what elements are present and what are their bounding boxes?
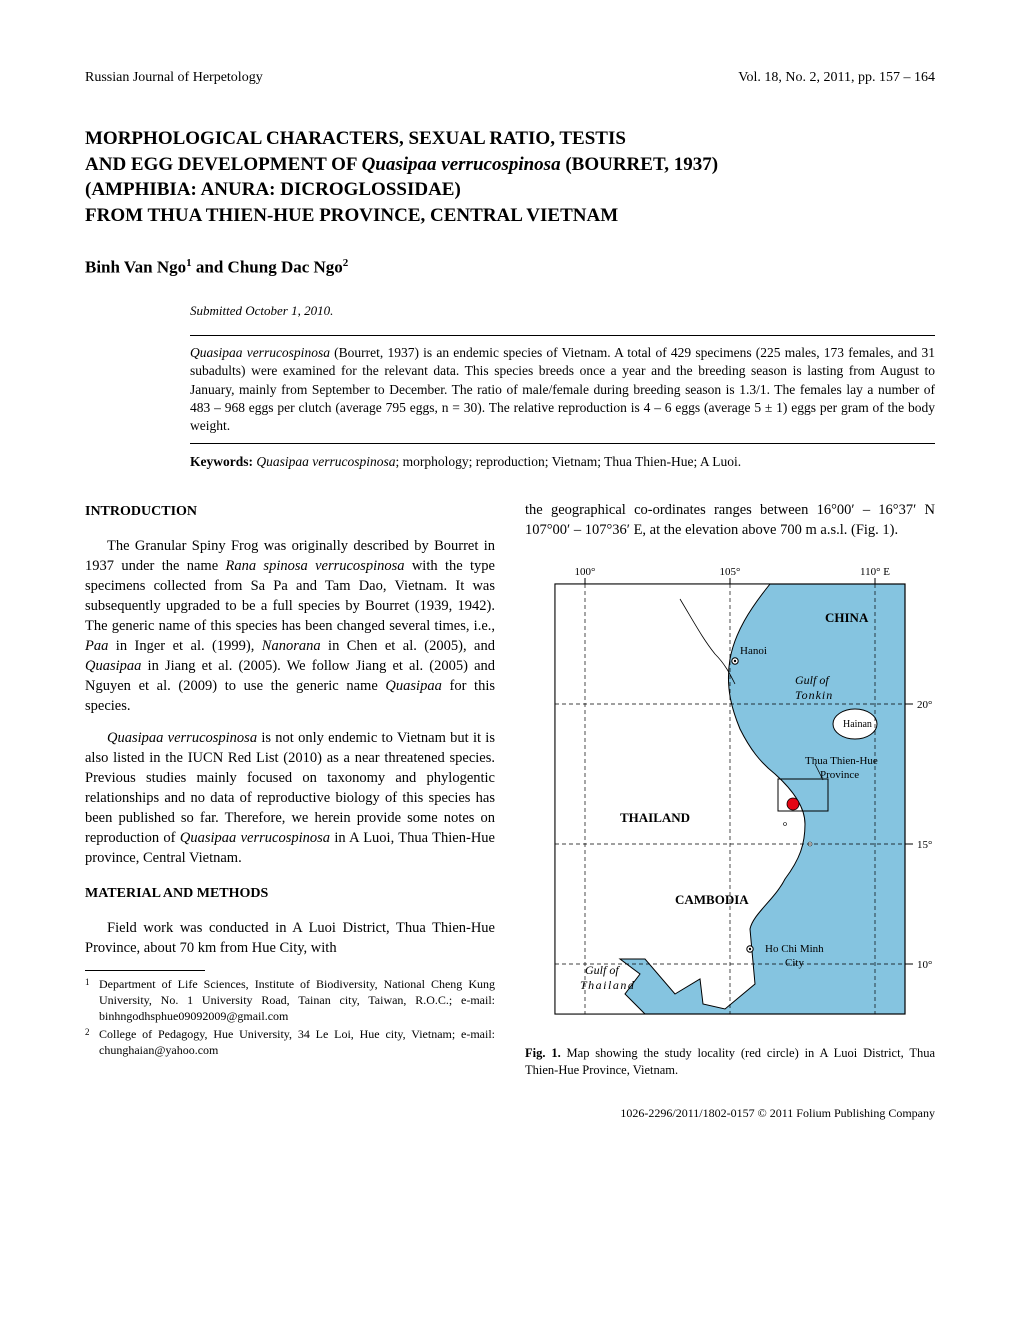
intro-p1-i3: Nanorana xyxy=(262,638,321,654)
hcm-marker-dot xyxy=(749,948,751,950)
volume-citation: Vol. 18, No. 2, 2011, pp. 157 – 164 xyxy=(738,70,935,86)
intro-p1-m2: in Inger et al. (1999), xyxy=(108,638,261,654)
footnote-2: 2 College of Pedagogy, Hue University, 3… xyxy=(85,1027,495,1058)
gulf-tonkin-1: Gulf of xyxy=(795,673,830,687)
paper-title: MORPHOLOGICAL CHARACTERS, SEXUAL RATIO, … xyxy=(85,126,935,229)
footnote-1: 1 Department of Life Sciences, Institute… xyxy=(85,977,495,1024)
island-2 xyxy=(784,823,787,826)
keywords: Keywords: Quasipaa verrucospinosa; morph… xyxy=(190,454,935,470)
intro-para-1: The Granular Spiny Frog was originally d… xyxy=(85,536,495,716)
china-label: CHINA xyxy=(825,610,869,625)
keywords-rest: ; morphology; reproduction; Vietnam; Thu… xyxy=(396,454,742,469)
keywords-label: Keywords: xyxy=(190,454,253,469)
intro-p1-i1: Rana spinosa verrucospinosa xyxy=(225,558,404,574)
hcm-label-1: Ho Chi Minh xyxy=(765,943,824,955)
page-header: Russian Journal of Herpetology Vol. 18, … xyxy=(85,70,935,86)
lon-100-label: 100° xyxy=(575,566,596,578)
title-line4: FROM THUA THIEN-HUE PROVINCE, CENTRAL VI… xyxy=(85,205,618,226)
intro-p2-i1: Quasipaa verrucospinosa xyxy=(107,730,257,746)
title-line2-post: (BOURRET, 1937) xyxy=(561,154,718,175)
intro-p2-i2: Quasipaa verrucospinosa xyxy=(180,830,330,846)
hcm-label-2: City xyxy=(785,957,804,969)
right-column: the geographical co-ordinates ranges bet… xyxy=(525,500,935,1078)
author-2: Chung Dac Ngo xyxy=(228,257,343,276)
gulf-th-1: Gulf of xyxy=(585,963,620,977)
right-col-para: the geographical co-ordinates ranges bet… xyxy=(525,500,935,540)
thailand-label: THAILAND xyxy=(620,810,690,825)
footnote-separator xyxy=(85,970,205,971)
cambodia-label: CAMBODIA xyxy=(675,892,749,907)
authors-sep: and xyxy=(192,257,228,276)
gulf-tonkin-2: Tonkin xyxy=(795,688,833,702)
introduction-heading: INTRODUCTION xyxy=(85,504,495,520)
study-map: 100° 105° 110° E 20° E 15° 10° CHINA Han… xyxy=(525,564,935,1034)
figure-caption-text: Map showing the study locality (red circ… xyxy=(525,1046,935,1076)
footnote-2-num: 2 xyxy=(85,1027,99,1058)
intro-p1-i4: Quasipaa xyxy=(85,658,141,674)
submitted-date: Submitted October 1, 2010. xyxy=(190,303,935,319)
abstract-species: Quasipaa verrucospinosa xyxy=(190,345,330,360)
abstract: Quasipaa verrucospinosa (Bourret, 1937) … xyxy=(190,335,935,444)
hainan-label: Hainan xyxy=(843,719,872,730)
lon-110-label: 110° E xyxy=(860,566,890,578)
study-site-marker xyxy=(787,798,799,810)
copyright: 1026-2296/2011/1802-0157 © 2011 Folium P… xyxy=(85,1106,935,1121)
title-species: Quasipaa verrucospinosa xyxy=(362,154,561,175)
lat-15-label: 15° xyxy=(917,839,932,851)
body-columns: INTRODUCTION The Granular Spiny Frog was… xyxy=(85,500,935,1078)
gulf-th-2: Thailand xyxy=(580,978,635,992)
intro-para-2: Quasipaa verrucospinosa is not only ende… xyxy=(85,728,495,868)
hanoi-label: Hanoi xyxy=(740,645,767,657)
figure-label: Fig. 1. xyxy=(525,1046,561,1060)
abstract-block: Submitted October 1, 2010. Quasipaa verr… xyxy=(190,303,935,470)
lat-10-label: 10° xyxy=(917,959,932,971)
title-line3: (AMPHIBIA: ANURA: DICROGLOSSIDAE) xyxy=(85,179,461,200)
intro-p2-mid: is not only endemic to Vietnam but it is… xyxy=(85,730,495,846)
hanoi-marker-dot xyxy=(734,660,736,662)
footnote-2-text: College of Pedagogy, Hue University, 34 … xyxy=(99,1027,495,1058)
authors: Binh Van Ngo1 and Chung Dac Ngo2 xyxy=(85,257,935,278)
title-line2-pre: AND EGG DEVELOPMENT OF xyxy=(85,154,362,175)
figure-caption: Fig. 1. Map showing the study locality (… xyxy=(525,1045,935,1078)
keywords-species: Quasipaa verrucospinosa xyxy=(256,454,395,469)
lat-20-label: 20° E xyxy=(917,699,935,711)
intro-p1-i5: Quasipaa xyxy=(385,678,441,694)
intro-p1-i2: Paa xyxy=(85,638,108,654)
author-2-sup: 2 xyxy=(343,257,349,269)
footnote-1-num: 1 xyxy=(85,977,99,1024)
intro-p1-m3: in Chen et al. (2005), and xyxy=(321,638,495,654)
left-column: INTRODUCTION The Granular Spiny Frog was… xyxy=(85,500,495,1078)
lon-105-label: 105° xyxy=(720,566,741,578)
footnote-1-text: Department of Life Sciences, Institute o… xyxy=(99,977,495,1024)
journal-name: Russian Journal of Herpetology xyxy=(85,70,263,86)
title-line1: MORPHOLOGICAL CHARACTERS, SEXUAL RATIO, … xyxy=(85,128,626,149)
methods-para-1: Field work was conducted in A Luoi Distr… xyxy=(85,918,495,958)
methods-heading: MATERIAL AND METHODS xyxy=(85,886,495,902)
author-1: Binh Van Ngo xyxy=(85,257,186,276)
